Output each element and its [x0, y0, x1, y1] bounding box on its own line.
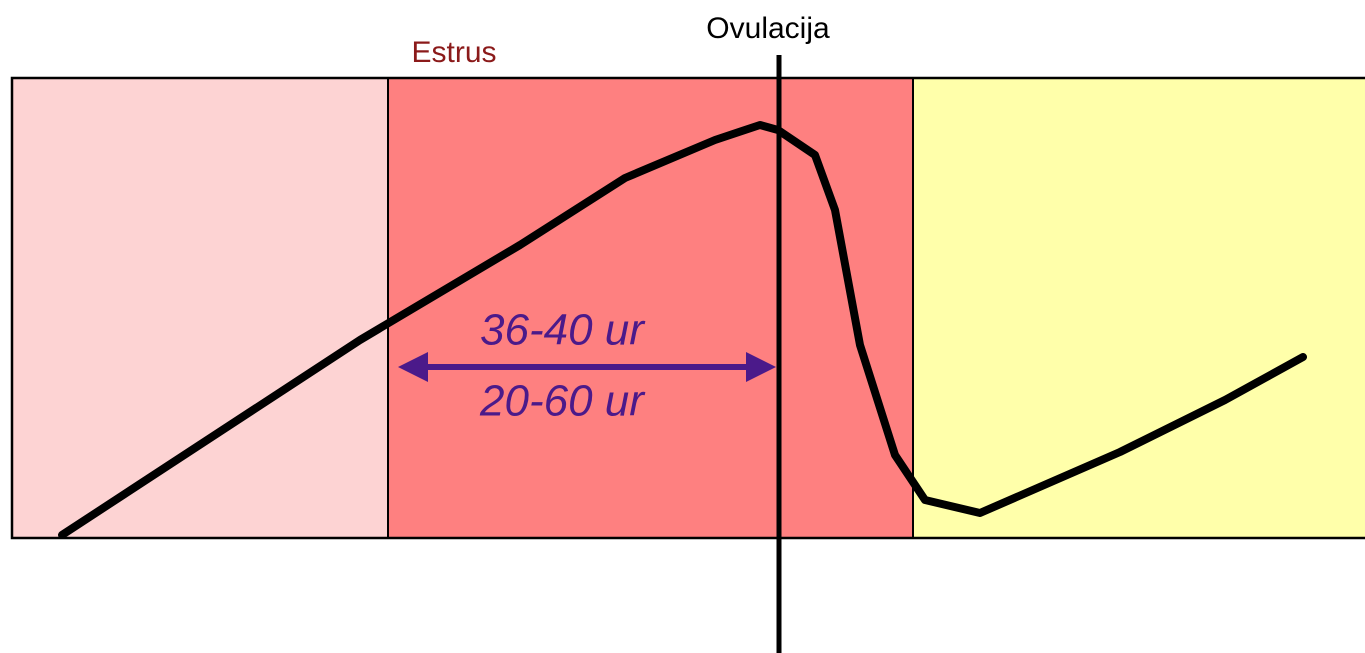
hormone-curve	[58, 121, 1307, 539]
phase-estrus	[388, 78, 913, 538]
interval-range: 20-60 ur	[479, 377, 646, 426]
interval-typical: 36-40 ur	[480, 306, 646, 355]
phase-metestrus	[913, 78, 1365, 538]
phase-proestrus	[12, 78, 388, 538]
estrus-label: Estrus	[411, 36, 496, 69]
ovulation-label: Ovulacija	[706, 12, 830, 45]
frame	[10, 76, 1365, 540]
